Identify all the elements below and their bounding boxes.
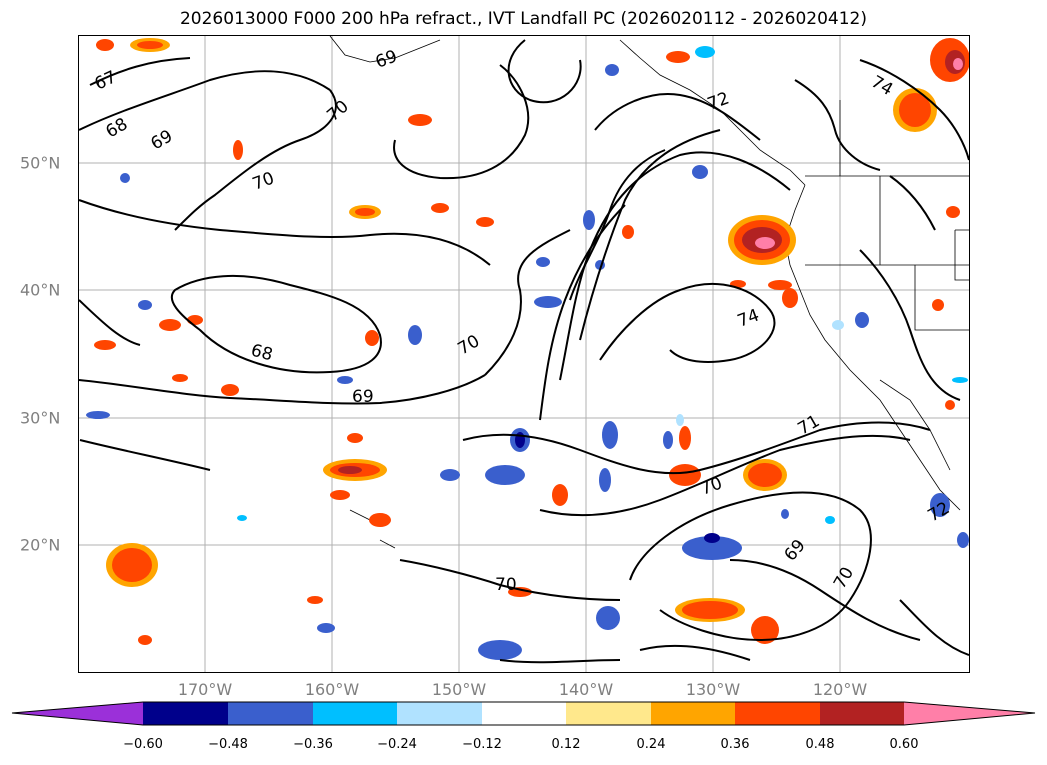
colorbar-tick: −0.60 (123, 737, 163, 752)
contour-label: 69 (148, 126, 177, 154)
lat-label-20n: 20°N (20, 535, 61, 555)
colorbar-tick: 0.24 (636, 737, 666, 752)
colorbar-segment (143, 702, 228, 725)
positive-anomalies (94, 38, 969, 645)
colorbar-segment (482, 702, 566, 725)
lon-label-130w: 130°W (685, 680, 741, 699)
contour-label: 70 (698, 474, 725, 500)
lat-label-30n: 30°N (20, 408, 61, 428)
lon-label-120w: 120°W (812, 680, 868, 699)
colorbar-tick: 0.12 (551, 737, 581, 752)
lon-label-160w: 160°W (304, 680, 360, 699)
negative-anomalies (86, 46, 969, 660)
gridlines (79, 36, 969, 672)
map-canvas[interactable]: 67 68 69 69 70 70 68 69 70 72 74 74 71 7… (79, 36, 969, 672)
contour-lines (79, 39, 969, 664)
colorbar-tick: −0.36 (293, 737, 333, 752)
contour-label: 69 (373, 47, 400, 73)
colorbar-tick: 0.48 (805, 737, 835, 752)
lon-label-170w: 170°W (177, 680, 233, 699)
colorbar-segment (566, 702, 651, 725)
lat-label-50n: 50°N (20, 153, 61, 173)
contour-labels: 67 68 69 69 70 70 68 69 70 72 74 74 71 7… (92, 47, 954, 595)
contour-label: 70 (830, 564, 858, 593)
colorbar-extend-high (904, 702, 1035, 725)
colorbar-segment (397, 702, 482, 725)
colorbar-tick: −0.48 (208, 737, 248, 752)
colorbar-tick: 0.36 (720, 737, 750, 752)
contour-label: 72 (705, 89, 732, 115)
contour-label: 70 (323, 97, 352, 126)
colorbar-tick: 0.60 (889, 737, 919, 752)
contour-label: 71 (795, 411, 824, 439)
colorbar-tick: −0.24 (377, 737, 417, 752)
lon-label-150w: 150°W (431, 680, 487, 699)
colorbar (11, 701, 1036, 726)
contour-label: 70 (250, 169, 277, 195)
colorbar-segment (228, 702, 313, 725)
contour-label: 69 (781, 536, 810, 565)
map-title: 2026013000 F000 200 hPa refract., IVT La… (179, 9, 867, 29)
colorbar-segment (651, 702, 735, 725)
lat-label-40n: 40°N (20, 280, 61, 300)
colorbar-outline (11, 701, 1036, 726)
lon-label-140w: 140°W (558, 680, 614, 699)
colorbar-extend-low (12, 702, 143, 725)
colorbar-segment (820, 702, 904, 725)
contour-label: 70 (495, 575, 517, 595)
map-panel[interactable]: 67 68 69 69 70 70 68 69 70 72 74 74 71 7… (79, 36, 969, 672)
contour-label: 67 (92, 67, 120, 94)
contour-label: 69 (352, 387, 374, 407)
colorbar-segment (735, 702, 820, 725)
colorbar-tick: −0.12 (462, 737, 502, 752)
contour-label: 74 (868, 72, 897, 100)
contour-label: 74 (735, 306, 762, 332)
colorbar-segment (313, 702, 397, 725)
